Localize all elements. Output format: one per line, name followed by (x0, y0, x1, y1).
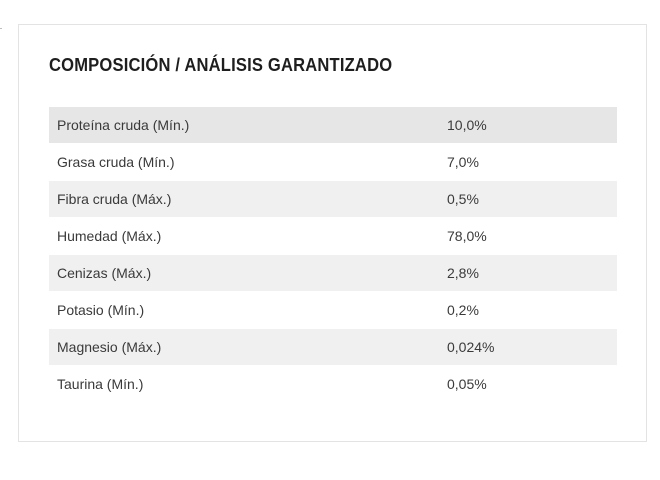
nutrient-name: Humedad (Máx.) (57, 228, 162, 244)
nutrient-name: Cenizas (Máx.) (57, 265, 152, 281)
nutrient-name: Grasa cruda (Mín.) (57, 154, 175, 170)
table-row: Potasio (Mín.) 0,2% (49, 292, 617, 329)
table-row: Proteína cruda (Mín.) 10,0% (49, 107, 617, 144)
composition-card: COMPOSICIÓN / ANÁLISIS GARANTIZADO Prote… (18, 24, 647, 442)
table-row: Humedad (Máx.) 78,0% (49, 218, 617, 255)
table-row: Magnesio (Máx.) 0,024% (49, 329, 617, 366)
table-row: Fibra cruda (Máx.) 0,5% (49, 181, 617, 218)
nutrient-name: Fibra cruda (Máx.) (57, 191, 172, 207)
nutrient-value: 10,0% (447, 117, 487, 133)
nutrient-value: 0,024% (447, 339, 495, 355)
table-row: Grasa cruda (Mín.) 7,0% (49, 144, 617, 181)
composition-table: Proteína cruda (Mín.) 10,0% Grasa cruda … (49, 107, 617, 403)
nutrient-name: Potasio (Mín.) (57, 302, 145, 318)
nutrient-value: 2,8% (447, 265, 479, 281)
edge-marker (0, 28, 2, 29)
nutrient-value: 0,2% (447, 302, 479, 318)
nutrient-name: Proteína cruda (Mín.) (57, 117, 190, 133)
nutrient-value: 0,5% (447, 191, 479, 207)
nutrient-value: 0,05% (447, 376, 487, 392)
nutrient-value: 7,0% (447, 154, 479, 170)
table-row: Cenizas (Máx.) 2,8% (49, 255, 617, 292)
table-row: Taurina (Mín.) 0,05% (49, 366, 617, 403)
card-title: COMPOSICIÓN / ANÁLISIS GARANTIZADO (49, 55, 393, 75)
nutrient-value: 78,0% (447, 228, 487, 244)
nutrient-name: Taurina (Mín.) (57, 376, 144, 392)
nutrient-name: Magnesio (Máx.) (57, 339, 162, 355)
